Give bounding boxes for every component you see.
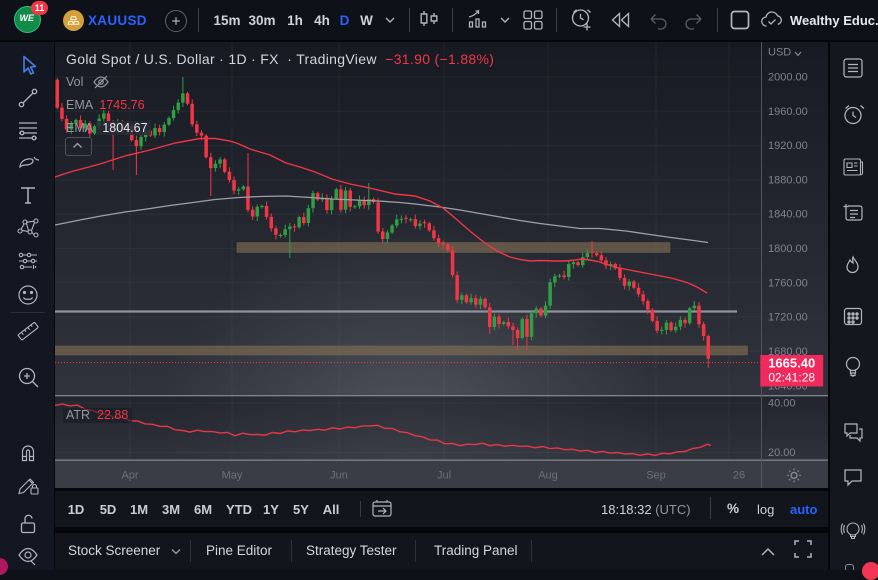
svg-text:USD: USD: [768, 47, 791, 59]
svg-text:1680.00: 1680.00: [768, 346, 808, 358]
svg-text:1880.00: 1880.00: [768, 175, 808, 187]
svg-text:Apr: Apr: [121, 470, 138, 482]
svg-text:Aug: Aug: [538, 470, 558, 482]
svg-text:1920.00: 1920.00: [768, 140, 808, 152]
svg-text:40.00: 40.00: [768, 398, 796, 410]
svg-text:1960.00: 1960.00: [768, 106, 808, 118]
svg-text:Jun: Jun: [330, 470, 348, 482]
svg-text:2000.00: 2000.00: [768, 72, 808, 84]
svg-text:1760.00: 1760.00: [768, 277, 808, 289]
svg-text:1665.40: 1665.40: [768, 356, 815, 371]
svg-text:1720.00: 1720.00: [768, 312, 808, 324]
svg-text:1800.00: 1800.00: [768, 243, 808, 255]
svg-text:26: 26: [733, 470, 745, 482]
svg-text:Jul: Jul: [437, 470, 451, 482]
svg-text:Sep: Sep: [646, 470, 666, 482]
svg-text:20.00: 20.00: [768, 447, 796, 459]
svg-text:02:41:28: 02:41:28: [768, 371, 815, 385]
svg-text:May: May: [222, 470, 243, 482]
svg-text:1840.00: 1840.00: [768, 209, 808, 221]
